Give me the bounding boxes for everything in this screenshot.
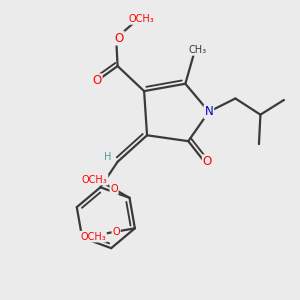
- Text: O: O: [115, 32, 124, 45]
- Text: O: O: [110, 184, 118, 194]
- Text: O: O: [203, 155, 212, 168]
- Text: O: O: [92, 74, 102, 87]
- Text: CH₃: CH₃: [188, 45, 206, 55]
- Text: OCH₃: OCH₃: [128, 14, 154, 24]
- Text: N: N: [205, 105, 213, 118]
- Text: OCH₃: OCH₃: [80, 232, 106, 242]
- Text: O: O: [112, 226, 120, 237]
- Text: H: H: [103, 152, 111, 162]
- Text: OCH₃: OCH₃: [82, 175, 107, 184]
